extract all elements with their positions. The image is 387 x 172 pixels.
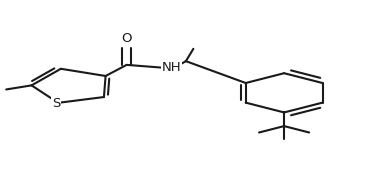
Text: NH: NH xyxy=(162,61,182,74)
Text: S: S xyxy=(52,97,60,110)
Text: O: O xyxy=(122,32,132,45)
